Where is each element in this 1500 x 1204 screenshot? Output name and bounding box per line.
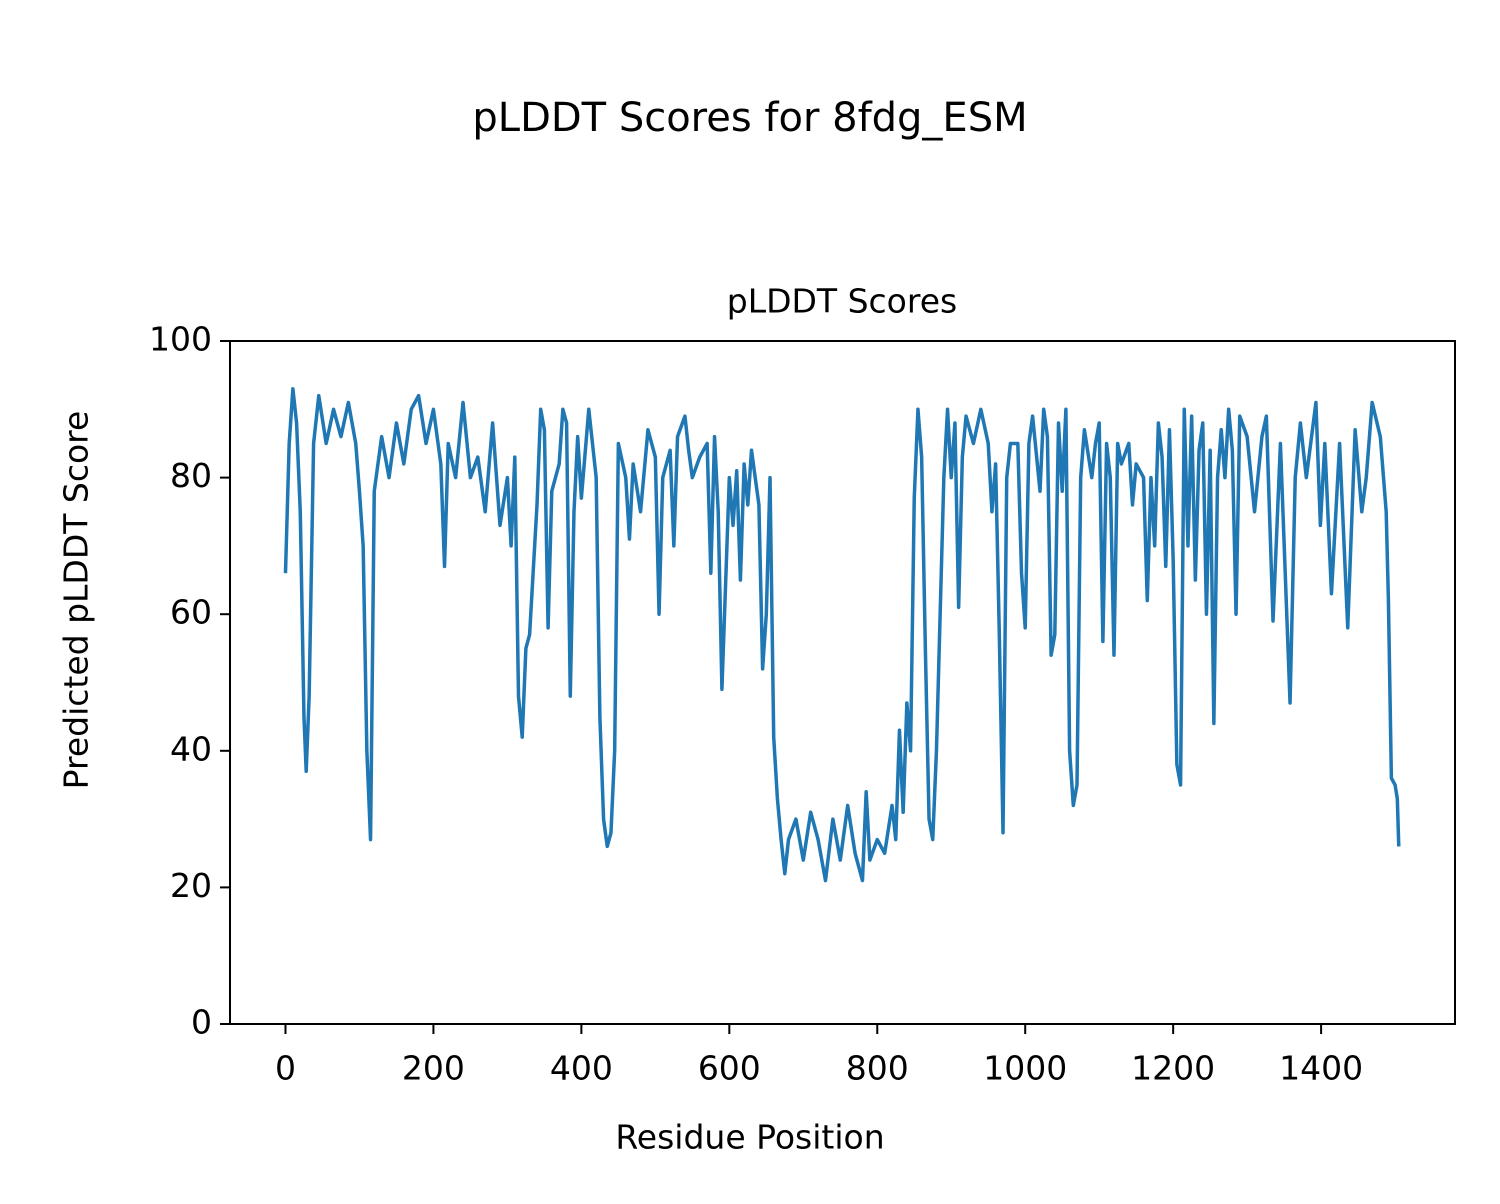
x-tick-label: 1200	[1131, 1049, 1215, 1088]
x-tick-label: 0	[275, 1049, 296, 1088]
y-axis-label: Predicted pLDDT Score	[57, 411, 96, 790]
x-axis-label: Residue Position	[615, 1118, 884, 1157]
y-tick-label: 60	[170, 593, 212, 632]
x-tick-label: 1000	[983, 1049, 1067, 1088]
y-tick-label: 0	[191, 1003, 212, 1042]
y-tick-label: 40	[170, 729, 212, 768]
x-tick-label: 1400	[1279, 1049, 1363, 1088]
x-tick-label: 400	[550, 1049, 613, 1088]
chart-title: pLDDT Scores for 8fdg_ESM	[472, 95, 1027, 141]
x-tick-label: 800	[846, 1049, 909, 1088]
y-tick-label: 20	[170, 866, 212, 905]
axes-frame	[229, 340, 1456, 1025]
x-tick-label: 600	[698, 1049, 761, 1088]
axes-title: pLDDT Scores	[727, 282, 957, 321]
y-tick-label: 80	[170, 456, 212, 495]
y-tick-label: 100	[149, 320, 212, 359]
x-tick-label: 200	[402, 1049, 465, 1088]
data-line	[283, 387, 1401, 883]
